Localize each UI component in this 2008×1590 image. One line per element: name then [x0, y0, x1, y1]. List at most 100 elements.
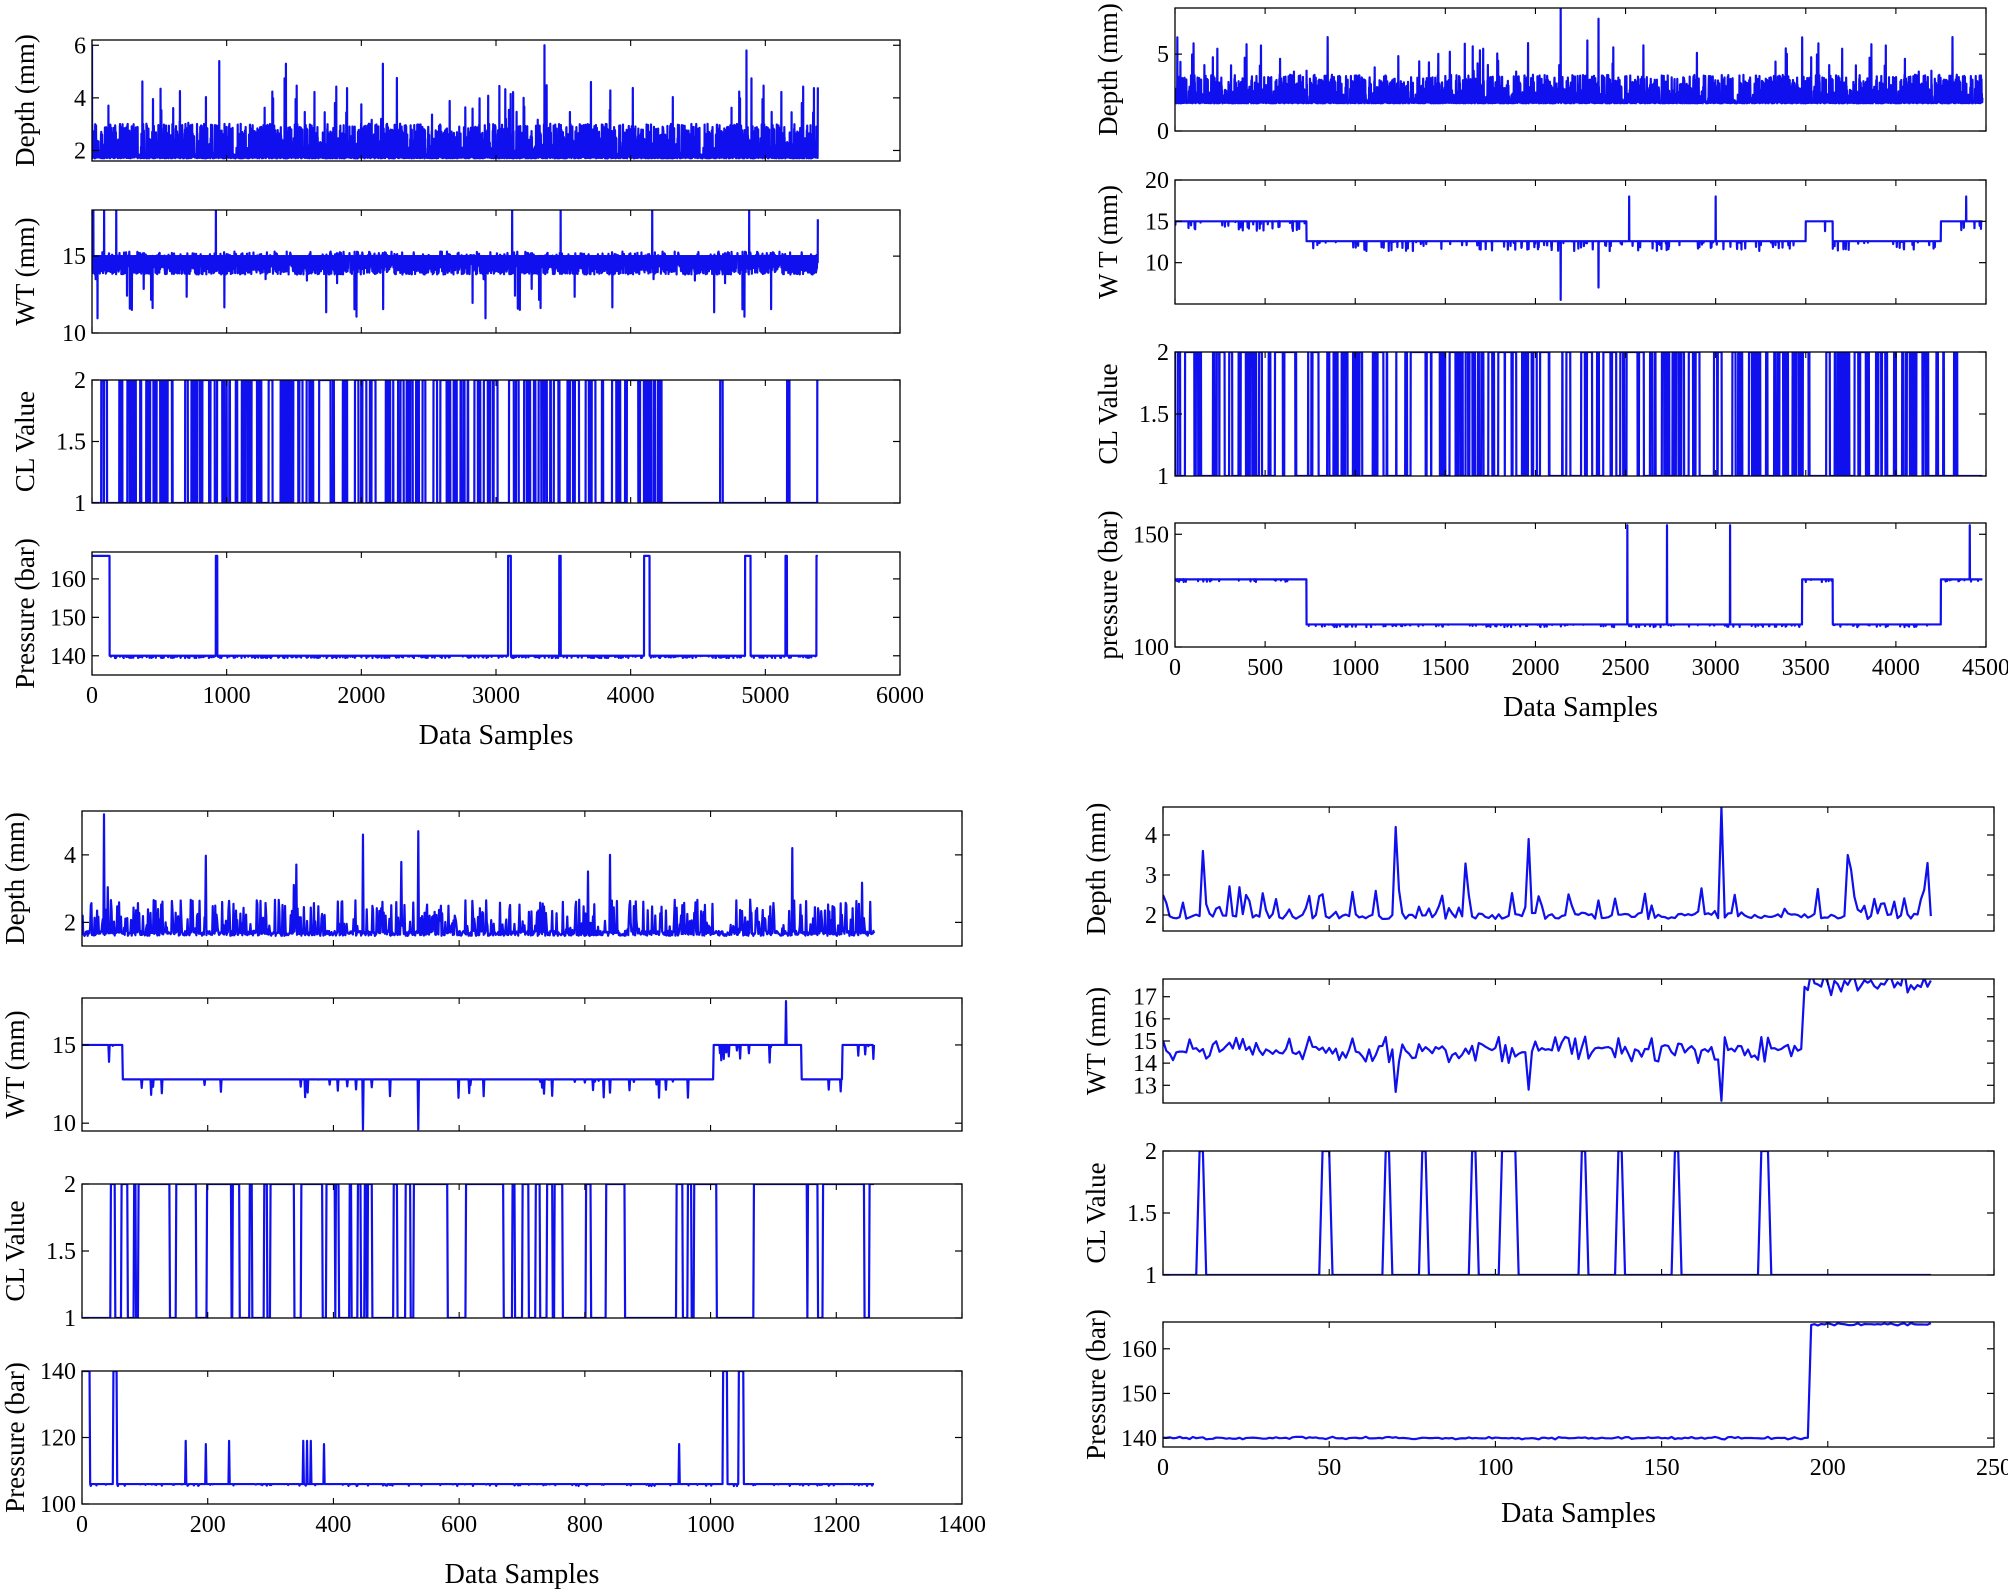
axes-frame — [1174, 179, 1987, 305]
y-tick-label: 10 — [62, 321, 86, 347]
y-tick-label: 0 — [1157, 119, 1169, 145]
subplot-pressure: 100 120 140 Pressure (bar) 0 200 400 600 800 1000… — [0, 1359, 986, 1538]
y-tick-label: 150 — [1133, 522, 1169, 548]
y-axis-label: W T (mm) — [1093, 185, 1123, 299]
x-tick-label: 0 — [1157, 1455, 1169, 1481]
x-tick-label: 100 — [1477, 1455, 1513, 1481]
series-line-pressure — [82, 1371, 875, 1488]
y-tick-label: 3 — [1145, 863, 1157, 889]
x-tick-label: 500 — [1247, 655, 1283, 681]
x-tick-label: 2500 — [1602, 655, 1650, 681]
y-tick-label: 140 — [40, 1359, 76, 1385]
x-axis-label: Data Samples — [1501, 1498, 1656, 1529]
x-tick-label: 6000 — [876, 683, 924, 709]
x-tick-label: 0 — [76, 1512, 88, 1538]
y-tick-label: 1 — [1145, 1263, 1157, 1289]
y-tick-label: 150 — [1121, 1381, 1157, 1407]
y-tick-label: 13 — [1133, 1073, 1157, 1099]
y-axis-label: WT (mm) — [0, 1010, 30, 1118]
y-tick-label: 17 — [1133, 985, 1157, 1011]
x-axis-label: Data Samples — [445, 1559, 600, 1590]
x-tick-label: 1500 — [1421, 655, 1469, 681]
series-line-wt — [1175, 195, 1984, 301]
y-tick-label: 15 — [1145, 209, 1169, 235]
series-line-wt — [1163, 979, 1932, 1102]
axes-frame — [91, 379, 901, 504]
y-tick-label: 1 — [74, 491, 86, 517]
x-tick-label: 150 — [1644, 1455, 1680, 1481]
x-tick-label: 200 — [1810, 1455, 1846, 1481]
x-tick-label: 4000 — [607, 683, 655, 709]
subplot-depth: 2 4 6 Depth (mm) — [10, 33, 901, 167]
y-tick-label: 2 — [1157, 340, 1169, 366]
x-tick-label: 3000 — [472, 683, 520, 709]
series-line-depth — [1163, 807, 1932, 921]
y-axis-label: Depth (mm) — [10, 34, 40, 167]
y-tick-label: 14 — [1133, 1051, 1157, 1077]
axes-frame — [81, 810, 963, 947]
y-tick-label: 2 — [64, 910, 76, 936]
x-tick-label: 50 — [1317, 1455, 1341, 1481]
y-tick-label: 160 — [1121, 1337, 1157, 1363]
y-tick-label: 2 — [64, 1172, 76, 1198]
chart-1: 2 4 6 Depth (mm) 10 15 WT (mm) 1 1.5 2 CL Value 140… — [10, 33, 924, 751]
subplot-cl: 1 1.5 2 CL Value — [1081, 1139, 1995, 1289]
series-line-cl — [82, 1184, 875, 1318]
y-tick-label: 2 — [1145, 1139, 1157, 1165]
y-axis-label: CL Value — [1093, 363, 1123, 464]
subplot-wt: 10 15 WT (mm) — [0, 997, 963, 1137]
axes-frame — [81, 997, 963, 1132]
series-line-pressure — [1175, 524, 1984, 629]
y-tick-label: 1 — [64, 1306, 76, 1332]
x-tick-label: 4500 — [1962, 655, 2008, 681]
series-line-depth — [82, 813, 876, 937]
y-tick-label: 100 — [40, 1492, 76, 1518]
x-tick-label: 1200 — [812, 1512, 860, 1538]
y-tick-label: 140 — [50, 644, 86, 670]
x-axis-label: Data Samples — [419, 720, 574, 751]
y-tick-label: 20 — [1145, 168, 1169, 194]
y-axis-label: pressure (bar) — [1093, 510, 1123, 659]
y-axis-label: WT (mm) — [10, 217, 40, 325]
y-tick-label: 2 — [1145, 903, 1157, 929]
series-line-cl — [1163, 1151, 1931, 1275]
y-tick-label: 10 — [1145, 251, 1169, 277]
y-tick-label: 4 — [1145, 823, 1157, 849]
y-axis-label: Depth (mm) — [0, 812, 30, 945]
subplot-wt: 10 15 20 W T (mm) — [1093, 168, 1987, 305]
subplot-pressure: 100 150 pressure (bar) 0 500 1000 1500 2000 2500… — [1093, 510, 2008, 681]
y-axis-label: Depth (mm) — [1093, 3, 1123, 136]
y-tick-label: 4 — [64, 843, 76, 869]
x-tick-label: 1000 — [203, 683, 251, 709]
axes-frame — [1174, 522, 1987, 648]
y-tick-label: 16 — [1133, 1007, 1157, 1033]
x-tick-label: 600 — [441, 1512, 477, 1538]
y-tick-label: 15 — [52, 1033, 76, 1059]
x-tick-label: 4000 — [1872, 655, 1920, 681]
y-tick-label: 1 — [1157, 464, 1169, 490]
y-tick-label: 4 — [74, 86, 86, 112]
y-tick-label: 140 — [1121, 1426, 1157, 1452]
y-axis-label: Depth (mm) — [1081, 803, 1111, 936]
y-tick-label: 120 — [40, 1426, 76, 1452]
x-tick-label: 0 — [1169, 655, 1181, 681]
y-tick-label: 1.5 — [1139, 402, 1169, 428]
y-tick-label: 2 — [74, 138, 86, 164]
axes-frame — [1162, 1321, 1995, 1448]
y-tick-label: 5 — [1157, 42, 1169, 68]
x-tick-label: 250 — [1976, 1455, 2008, 1481]
x-tick-label: 2000 — [337, 683, 385, 709]
x-axis-label: Data Samples — [1503, 692, 1658, 723]
y-tick-label: 15 — [62, 244, 86, 270]
x-tick-label: 5000 — [741, 683, 789, 709]
y-tick-label: 1.5 — [1127, 1201, 1157, 1227]
y-axis-label: CL Value — [10, 391, 40, 492]
x-tick-label: 200 — [190, 1512, 226, 1538]
subplot-pressure: 140 150 160 Pressure (bar) 0 1000 2000 3000 4000… — [10, 538, 924, 709]
subplot-depth: 2 3 4 Depth (mm) — [1081, 803, 1995, 936]
chart-2: 0 5 Depth (mm) 10 15 20 W T (mm) 1 1.5 2 CL Value 1… — [1093, 3, 2008, 723]
x-tick-label: 400 — [315, 1512, 351, 1538]
